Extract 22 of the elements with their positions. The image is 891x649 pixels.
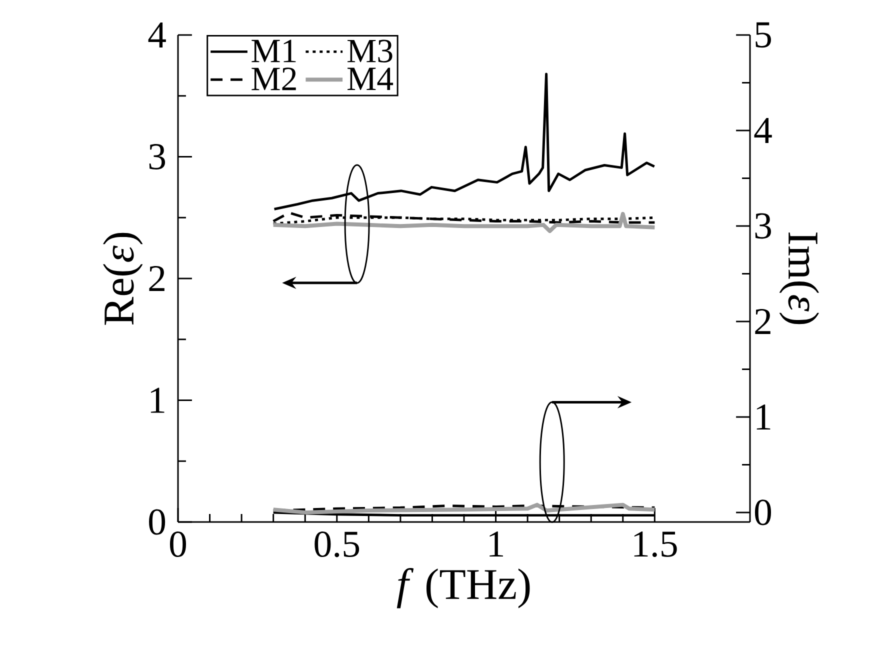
x-axis-title: f (THz) bbox=[396, 568, 530, 608]
x-tick-label: 1.5 bbox=[634, 531, 677, 558]
y2-axis-title: Im(ε) bbox=[779, 232, 820, 324]
y2-tick-label: 3 bbox=[755, 213, 771, 239]
legend-label: M3 bbox=[348, 40, 392, 62]
y2-tick-label: 2 bbox=[755, 308, 770, 334]
y-tick-label: 0 bbox=[149, 509, 166, 535]
y2-tick-label: 0 bbox=[754, 500, 772, 526]
legend-label: M4 bbox=[348, 68, 394, 90]
y-axis-title: Re(ε) bbox=[102, 232, 143, 325]
y2-tick-label: 5 bbox=[756, 22, 771, 48]
x-tick-label: 0.5 bbox=[314, 532, 360, 558]
y-tick-label: 4 bbox=[148, 22, 166, 48]
legend-label: M1 bbox=[252, 40, 296, 62]
legend-label: M2 bbox=[252, 68, 296, 90]
y-tick-label: 3 bbox=[149, 144, 166, 170]
x-tick-label: 1 bbox=[490, 531, 503, 556]
y-tick-label: 1 bbox=[150, 388, 164, 413]
y2-tick-label: 4 bbox=[754, 118, 772, 143]
y2-tick-label: 1 bbox=[756, 404, 770, 430]
y-tick-label: 2 bbox=[149, 266, 164, 292]
x-tick-label: 0 bbox=[170, 532, 186, 558]
